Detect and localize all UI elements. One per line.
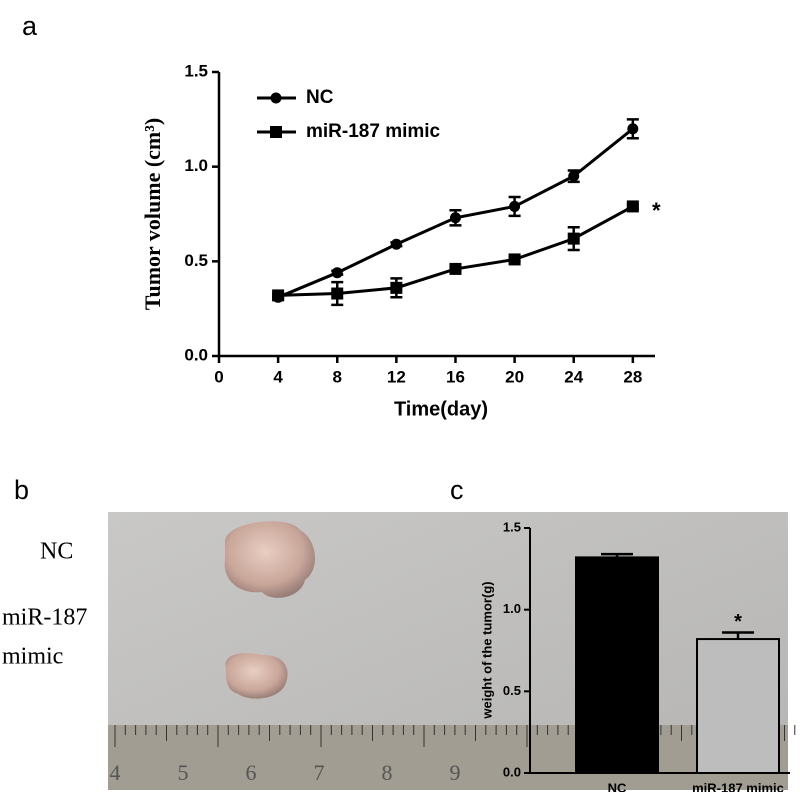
bar <box>575 556 659 775</box>
marker <box>627 123 639 135</box>
photo-label: NC <box>40 539 73 565</box>
tumor <box>224 521 316 598</box>
ruler <box>108 725 788 790</box>
panel-label: a <box>22 11 38 41</box>
panel-label: b <box>14 475 29 505</box>
marker <box>567 232 580 245</box>
marker <box>390 281 403 294</box>
legend-label: miR-187 mimic <box>306 121 441 142</box>
y-axis-title: weight of the tumor(g) <box>479 581 494 719</box>
y-axis-title: Tumor volume (cm³) <box>140 118 165 310</box>
y-tick-label: 0.5 <box>503 683 521 698</box>
y-tick-label: 1.0 <box>184 156 208 175</box>
x-tick-label: 0 <box>214 367 223 386</box>
x-tick-label: NC <box>608 780 627 792</box>
y-tick-label: 0.0 <box>184 345 208 364</box>
annotation: * <box>652 198 661 223</box>
tumor <box>225 653 288 699</box>
ruler-label: 4 <box>110 760 121 785</box>
y-tick-label: 1.5 <box>184 61 208 80</box>
ruler-label: 6 <box>246 760 257 785</box>
x-tick-label: 20 <box>505 367 524 386</box>
x-tick-label: 16 <box>446 367 465 386</box>
marker <box>508 253 521 266</box>
y-tick-label: 1.0 <box>503 601 521 616</box>
annotation: * <box>734 611 742 633</box>
marker <box>449 262 462 275</box>
y-tick-label: 1.5 <box>503 519 521 534</box>
legend-label: NC <box>306 87 334 108</box>
marker <box>331 287 344 300</box>
marker <box>272 289 285 302</box>
marker <box>331 267 343 279</box>
ruler-label: 5 <box>178 760 189 785</box>
legend-marker <box>270 126 282 138</box>
marker <box>626 200 639 213</box>
photo-label: mimic <box>2 644 63 670</box>
marker <box>449 212 461 224</box>
panel-label: c <box>450 475 464 505</box>
marker <box>568 170 580 182</box>
x-tick-label: 28 <box>623 367 642 386</box>
marker <box>509 200 521 212</box>
x-tick-label: 4 <box>273 367 283 386</box>
photo: 4 5 6 7 8 9 <box>108 512 796 790</box>
x-axis-title: Time(day) <box>394 398 488 420</box>
x-tick-label: 24 <box>564 367 583 386</box>
ruler-label: 7 <box>314 760 325 785</box>
legend-marker <box>270 92 282 104</box>
ruler-label: 8 <box>382 760 393 785</box>
x-tick-label: 8 <box>333 367 342 386</box>
ruler-label: 9 <box>450 760 461 785</box>
bar <box>696 638 780 774</box>
y-tick-label: 0.5 <box>184 251 208 270</box>
error-bar <box>722 631 754 640</box>
photo-label: miR-187 <box>2 605 87 631</box>
marker <box>390 238 402 250</box>
x-tick-label: 12 <box>387 367 406 386</box>
x-tick-label: miR-187 mimic <box>692 780 784 792</box>
y-tick-label: 0.0 <box>503 764 521 779</box>
